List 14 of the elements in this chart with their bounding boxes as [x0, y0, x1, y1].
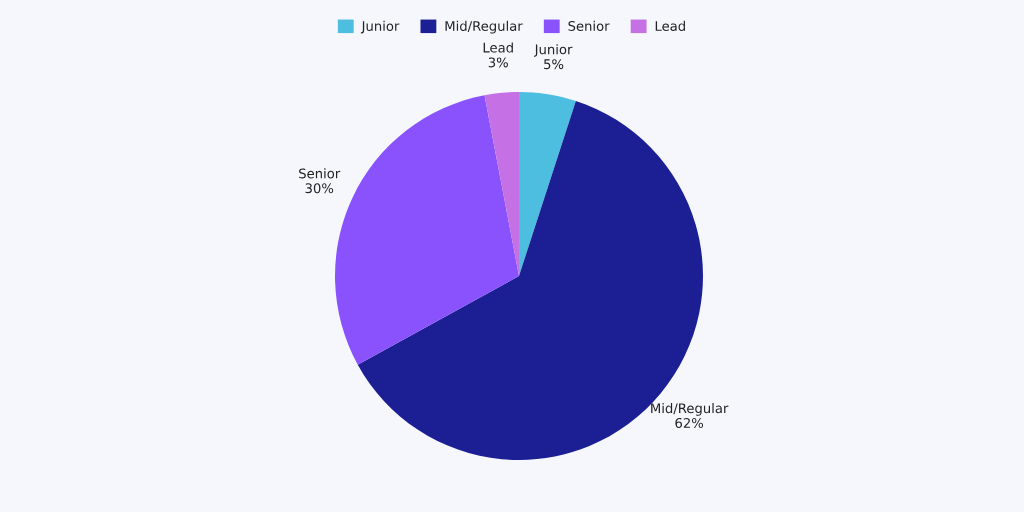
pie-slice — [519, 92, 576, 276]
slice-label: Senior — [299, 168, 341, 179]
slice-label: Junior — [533, 44, 573, 57]
slice-label: Mid/Regular — [651, 402, 729, 416]
legend-label: Lead — [655, 20, 685, 31]
slice-label: Lead — [483, 42, 513, 53]
data-label: 62% — [675, 417, 704, 428]
data-label: 30% — [305, 183, 334, 194]
data-label: 5% — [544, 59, 564, 70]
legend-label: Senior — [568, 20, 610, 31]
pie-slice — [484, 92, 519, 276]
legend-label: Mid/Regular — [445, 20, 523, 34]
data-label: 3% — [488, 57, 508, 68]
legend-label: Junior — [360, 20, 400, 34]
